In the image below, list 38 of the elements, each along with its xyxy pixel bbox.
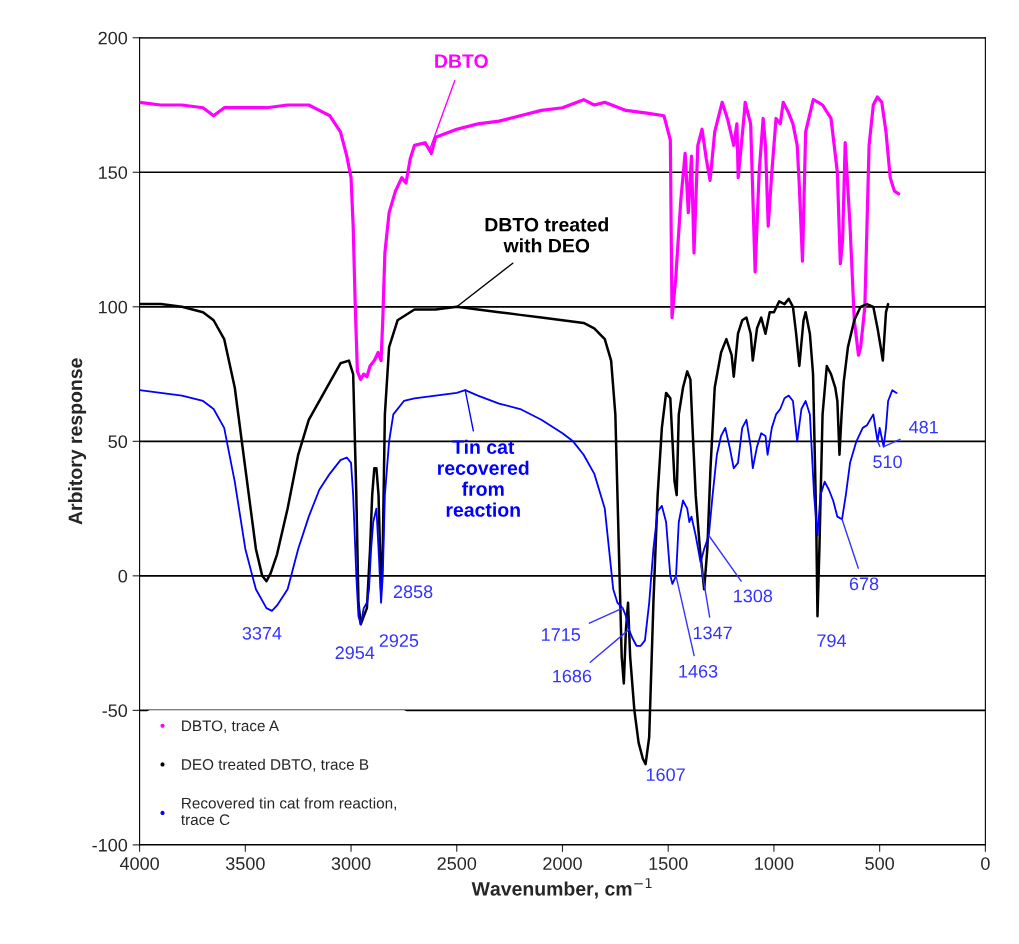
annotation: 1715: [542, 628, 581, 641]
annotation: 481: [909, 420, 938, 434]
x-tick-label: 3000: [331, 857, 371, 870]
annotation: 3374: [242, 626, 282, 640]
annotation: 1347: [693, 626, 732, 640]
x-tick-label: 3500: [225, 857, 265, 870]
annotation: 1686: [553, 669, 592, 683]
annotation: 2925: [379, 634, 419, 647]
x-tick-label: 0: [981, 857, 990, 870]
annotation: 1463: [679, 664, 718, 678]
x-tick-label: 500: [865, 857, 895, 870]
annotation: Tin cat recovered from reaction: [438, 439, 529, 517]
annotation: 1308: [734, 589, 773, 603]
annotation: 794: [817, 634, 847, 648]
y-axis-title: Arbitory response: [67, 358, 87, 525]
x-tick-label: 4000: [119, 857, 159, 870]
x-axis-title: Wavenumber, cm$^{−1}$: [471, 878, 652, 899]
y-tick-label: 150: [99, 166, 128, 179]
y-tick-label: 50: [108, 435, 128, 449]
y-tick-label: -50: [102, 704, 128, 718]
annotation: 2954: [335, 646, 375, 660]
x-tick-label: 1500: [649, 857, 688, 870]
y-tick-label: -100: [92, 838, 128, 852]
annotation: DBTO: [435, 54, 488, 68]
annotation: 2858: [393, 585, 433, 599]
x-tick-label: 1000: [755, 857, 794, 870]
y-tick-label: 200: [98, 31, 128, 45]
legend-label: DBTO, trace A: [182, 720, 280, 734]
annotation: 1607: [646, 768, 685, 782]
annotation: DBTO treated with DEO: [485, 217, 608, 253]
x-tick-label: 2000: [543, 857, 582, 870]
y-tick-label: 0: [118, 569, 128, 583]
y-tick-label: 100: [99, 300, 128, 314]
annotation: 510: [873, 455, 902, 469]
annotation: 678: [849, 577, 879, 591]
legend-label: DEO treated DBTO, trace B: [182, 758, 369, 772]
x-tick-label: 2500: [437, 857, 477, 870]
legend-label: Recovered tin cat from reaction, trace C: [181, 797, 397, 826]
